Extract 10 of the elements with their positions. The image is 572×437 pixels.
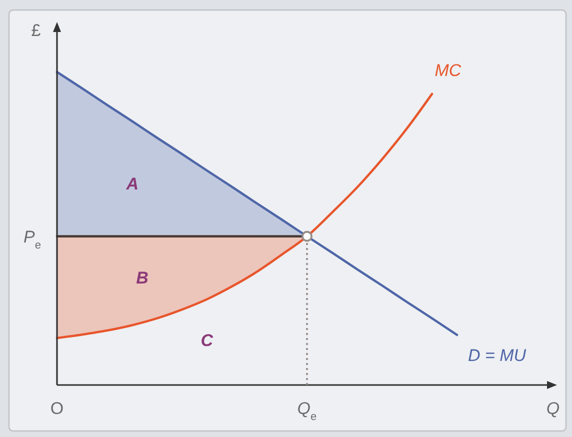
x-axis-title: Q xyxy=(546,399,560,418)
x-tick-label: Q$_{e}$ xyxy=(297,399,317,423)
series-label: D = MU xyxy=(468,346,527,365)
series-label: P$_{e}$ xyxy=(24,227,41,252)
y-axis-title: £ xyxy=(31,21,42,40)
series-label: MC xyxy=(434,60,462,80)
annotation: A xyxy=(125,174,139,194)
x-tick-label: O xyxy=(50,399,64,418)
annotation: B xyxy=(136,268,148,288)
annotation: C xyxy=(200,331,214,350)
